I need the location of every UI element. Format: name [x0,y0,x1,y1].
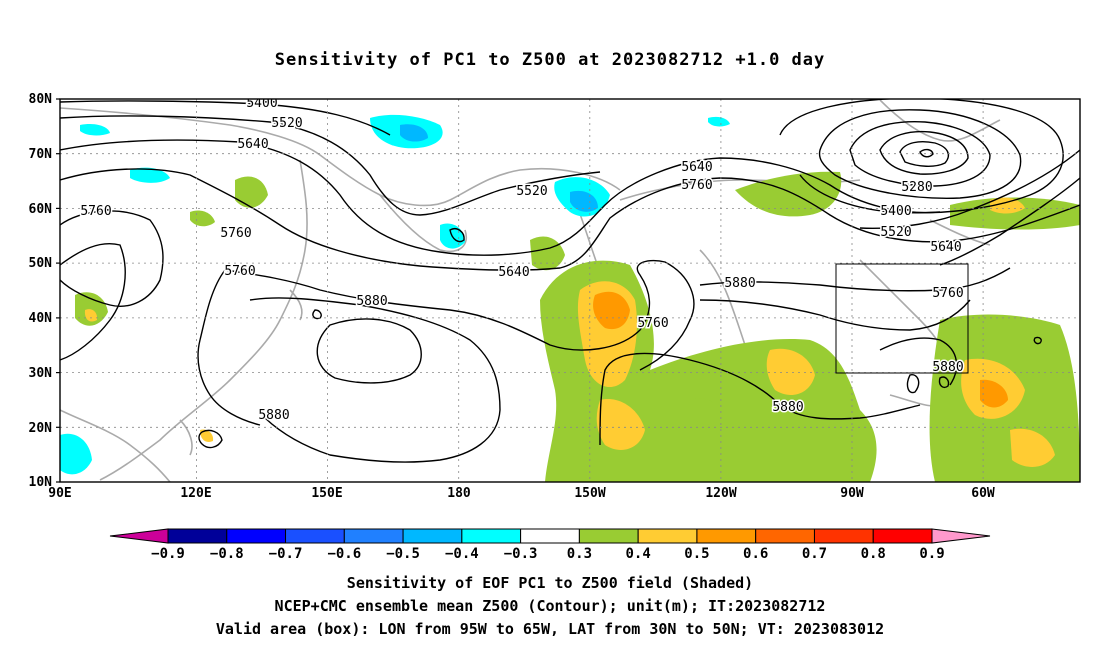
lat-label: 70N [29,147,53,162]
colorbar-swatch [696,528,757,544]
lat-label: 60N [29,202,53,217]
lat-label: 10N [29,475,53,490]
contour-label: 5880 [356,294,387,309]
colorbar-label: 0.8 [861,546,886,562]
colorbar-label: 0.7 [802,546,827,562]
colorbar-swatch [578,528,639,544]
contour-label: 5760 [681,178,712,193]
caption-line-1: Sensitivity of EOF PC1 to Z500 field (Sh… [346,574,754,592]
contour-label: 5640 [930,240,961,255]
lat-label: 30N [29,366,53,381]
colorbar-swatch [402,528,463,544]
contour-label: 5520 [880,225,911,240]
valid-area-box [835,263,969,374]
caption-line-2: NCEP+CMC ensemble mean Z500 (Contour); u… [274,597,826,615]
colorbar-label: 0.5 [684,546,709,562]
colorbar-label: 0.9 [919,546,944,562]
contour-label: 5400 [880,204,911,219]
lon-label: 180 [447,486,471,501]
contour-label: 5880 [724,276,755,291]
colorbar-label: 0.3 [567,546,592,562]
colorbar-swatch [813,528,874,544]
colorbar-label: −0.7 [269,546,303,562]
lon-label: 120E [180,486,211,501]
contour-label: 5760 [637,316,668,331]
contour-label: 5640 [237,137,268,152]
caption-line-3: Valid area (box): LON from 95W to 65W, L… [215,620,885,638]
colorbar-label: −0.3 [504,546,538,562]
colorbar-label: −0.6 [327,546,361,562]
colorbar-swatch [167,528,228,544]
lat-ticks [56,98,60,483]
contour-label: 5520 [516,184,547,199]
contour-label: 5760 [220,226,251,241]
colorbar-label: 0.4 [626,546,651,562]
colorbar-swatch [461,528,522,544]
lon-label: 120W [705,486,736,501]
contour-label: 5760 [80,204,111,219]
grid [60,99,1080,482]
colorbar-right-triangle [931,528,991,544]
map-body: 5400552056405760576057605880588055205640… [60,96,1080,482]
lat-label: 80N [29,92,53,107]
contour-labels: 5400552056405760576057605880588055205640… [79,96,965,425]
contour-label: 5880 [258,408,289,423]
colorbar-swatch [755,528,815,544]
lat-label: 50N [29,256,53,271]
contour-label: 5760 [224,264,255,279]
contour-label: 5880 [932,360,963,375]
lat-label: 20N [29,421,53,436]
contour-label: 5280 [901,180,932,195]
colorbar-swatch [285,528,345,544]
page-title: Sensitivity of PC1 to Z500 at 2023082712… [274,50,826,70]
colorbar: −0.9 −0.8 −0.7 −0.6 −0.5 −0.4 −0.3 0.3 0.4 0.5 0.6… [109,528,991,562]
colorbar-label: −0.4 [445,546,479,562]
lon-label: 150E [311,486,342,501]
lat-label: 40N [29,311,53,326]
contours [60,99,1080,463]
lon-label: 150W [574,486,605,501]
contour-label: 5520 [271,116,302,131]
colorbar-swatch [872,528,933,544]
colorbar-label: 0.6 [743,546,768,562]
colorbar-label: −0.9 [151,546,185,562]
colorbar-swatch [343,528,404,544]
colorbar-swatch [226,528,287,544]
negative-shading [60,114,730,475]
lat-axis: 80N 70N 60N 50N 40N 30N 20N 10N [29,92,53,490]
contour-label: 5880 [772,400,803,415]
lon-label: 90W [840,486,864,501]
contour-label: 5640 [498,265,529,280]
colorbar-swatch [520,528,580,544]
positive-shading [75,171,1080,482]
contour-label: 5400 [246,96,277,111]
contour-label: 5760 [932,286,963,301]
colorbar-swatch [637,528,698,544]
colorbar-label: −0.5 [386,546,420,562]
lon-label: 90E [48,486,71,501]
lon-label: 60W [971,486,995,501]
colorbar-label: −0.8 [210,546,244,562]
lon-axis: 90E 120E 150E 180 150W 120W 90W 60W [48,486,995,501]
contour-label: 5640 [681,160,712,175]
colorbar-left-triangle [109,528,169,544]
map-frame [59,98,1081,483]
